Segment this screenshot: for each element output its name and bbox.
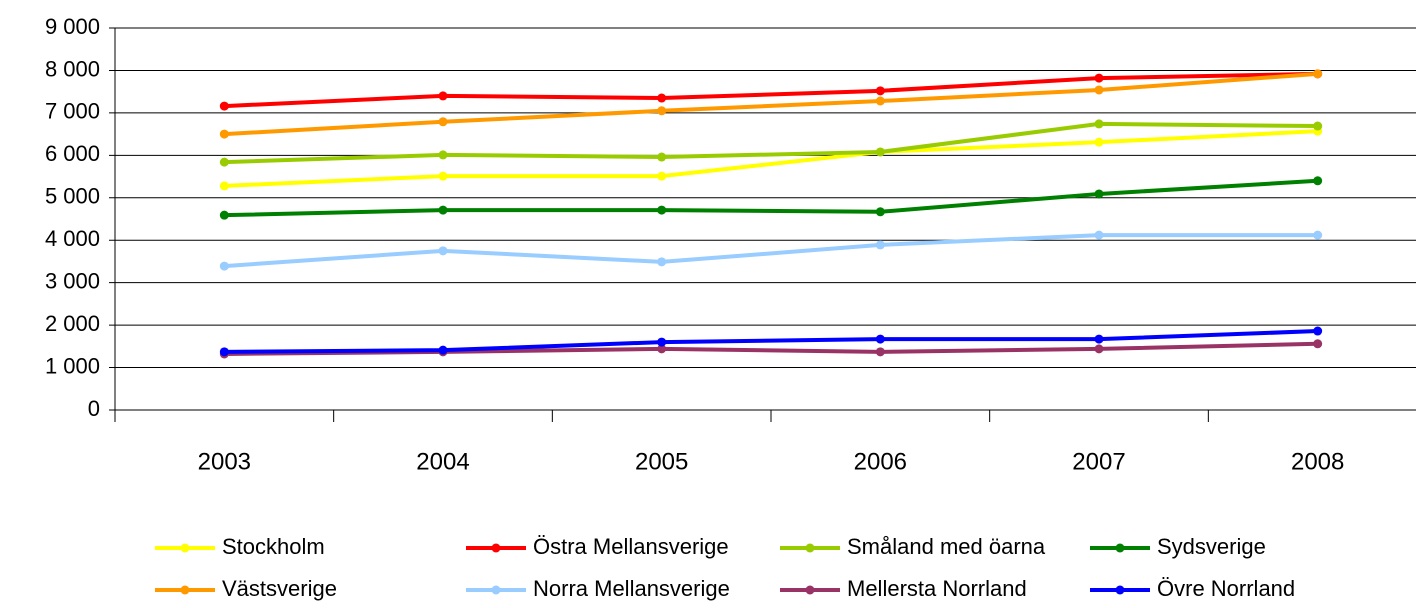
data-point xyxy=(657,205,667,215)
series-line xyxy=(224,233,1318,269)
data-point xyxy=(438,171,448,181)
legend-label: Mellersta Norrland xyxy=(847,576,1027,601)
data-point xyxy=(1313,326,1323,336)
data-point xyxy=(657,93,667,103)
x-tick-label: 2005 xyxy=(635,448,688,475)
data-point xyxy=(219,347,229,357)
y-tick-label: 8 000 xyxy=(45,56,100,81)
data-point xyxy=(657,344,667,354)
data-point xyxy=(875,86,885,96)
data-point xyxy=(875,334,885,344)
data-point xyxy=(657,106,667,116)
legend-marker xyxy=(805,543,815,553)
data-point xyxy=(875,207,885,217)
data-point xyxy=(438,150,448,160)
data-point xyxy=(1313,121,1323,131)
data-point xyxy=(1313,339,1323,349)
data-point xyxy=(219,129,229,139)
data-point xyxy=(1094,119,1104,129)
data-point xyxy=(875,147,885,157)
data-point xyxy=(1094,334,1104,344)
y-tick-label: 1 000 xyxy=(45,353,100,378)
legend-label: Sydsverige xyxy=(1157,534,1266,559)
legend-marker xyxy=(180,585,190,595)
y-tick-label: 9 000 xyxy=(45,14,100,39)
legend-marker xyxy=(180,543,190,553)
data-point xyxy=(219,101,229,111)
legend-label: Övre Norrland xyxy=(1157,576,1295,601)
x-tick-label: 2006 xyxy=(854,448,907,475)
y-tick-label: 2 000 xyxy=(45,311,100,336)
data-point xyxy=(1094,73,1104,83)
y-tick-label: 4 000 xyxy=(45,226,100,251)
data-point xyxy=(875,347,885,357)
legend-marker xyxy=(491,543,501,553)
data-point xyxy=(1313,69,1323,79)
series-line xyxy=(224,178,1318,218)
legend-marker xyxy=(805,585,815,595)
legend-label: Östra Mellansverige xyxy=(533,534,729,559)
x-tick-label: 2007 xyxy=(1072,448,1125,475)
legend-marker xyxy=(1115,585,1125,595)
data-point xyxy=(1094,137,1104,147)
data-point xyxy=(219,157,229,167)
legend-marker xyxy=(491,585,501,595)
legend-label: Småland med öarna xyxy=(847,534,1046,559)
series-line xyxy=(224,71,1318,137)
data-point xyxy=(438,205,448,215)
data-point xyxy=(219,261,229,271)
data-point xyxy=(438,345,448,355)
data-point xyxy=(1313,230,1323,240)
data-point xyxy=(875,240,885,250)
data-point xyxy=(1313,176,1323,186)
legend-marker xyxy=(1115,543,1125,553)
data-point xyxy=(657,257,667,267)
data-point xyxy=(875,96,885,106)
series-line xyxy=(224,71,1318,109)
data-point xyxy=(1094,189,1104,199)
series-line xyxy=(224,121,1318,165)
y-tick-label: 7 000 xyxy=(45,99,100,124)
x-tick-label: 2003 xyxy=(198,448,251,475)
data-point xyxy=(657,171,667,181)
data-point xyxy=(1094,344,1104,354)
y-tick-label: 5 000 xyxy=(45,184,100,209)
x-tick-label: 2004 xyxy=(416,448,469,475)
data-point xyxy=(438,246,448,256)
legend-label: Norra Mellansverige xyxy=(533,576,730,601)
legend-label: Stockholm xyxy=(222,534,325,559)
data-point xyxy=(438,117,448,127)
y-tick-label: 3 000 xyxy=(45,268,100,293)
y-tick-label: 6 000 xyxy=(45,141,100,166)
data-point xyxy=(1094,85,1104,95)
series-line xyxy=(224,129,1318,188)
data-point xyxy=(219,181,229,191)
legend-label: Västsverige xyxy=(222,576,337,601)
series-line xyxy=(224,329,1318,354)
x-tick-label: 2008 xyxy=(1291,448,1344,475)
y-tick-label: 0 xyxy=(88,396,100,421)
data-point xyxy=(657,337,667,347)
data-point xyxy=(438,91,448,101)
data-point xyxy=(657,152,667,162)
data-point xyxy=(1094,230,1104,240)
data-point xyxy=(219,210,229,220)
